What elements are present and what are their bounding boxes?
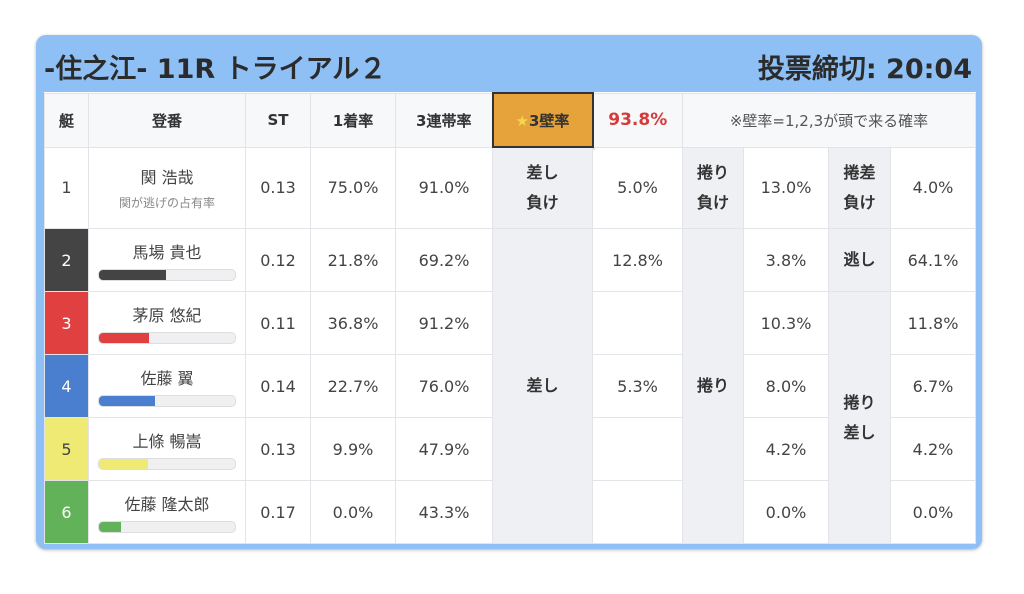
- table-row: 5 上條 暢嵩 0.13 9.9% 47.9% 4.2% 4.2%: [44, 417, 976, 481]
- label-nige: 逃し: [828, 228, 891, 292]
- makurisashi-value: 6.7%: [890, 354, 976, 418]
- label-makurisashi: 捲り 差し: [828, 291, 891, 544]
- top3-rate: 69.2%: [395, 228, 493, 292]
- star-icon: ★: [515, 111, 529, 130]
- makurisashi-value: 11.8%: [890, 291, 976, 355]
- top3-rate: 47.9%: [395, 417, 493, 481]
- racer-cell: 佐藤 翼: [88, 354, 246, 418]
- racer-name: 上條 暢嵩: [132, 432, 202, 451]
- col-boat: 艇: [44, 92, 89, 148]
- st-value: 0.12: [245, 228, 311, 292]
- top3-rate: 43.3%: [395, 480, 493, 544]
- wall-rate-note: ※壁率=1,2,3が頭で来る確率: [682, 92, 976, 148]
- table-row: 3 茅原 悠紀 0.11 36.8% 91.2% 10.3% 捲り 差し 11.8%: [44, 291, 976, 544]
- boat-number: 4: [44, 354, 89, 418]
- boat-number: 5: [44, 417, 89, 481]
- col-racer: 登番: [88, 92, 246, 148]
- win-rate: 75.0%: [310, 146, 396, 229]
- racer-rate-bar: [98, 269, 236, 281]
- racer-cell: 佐藤 隆太郎: [88, 480, 246, 544]
- st-value: 0.14: [245, 354, 311, 418]
- table-row: 2 馬場 貴也 0.12 21.8% 69.2% 差し 12.8% 捲り 3.8% 逃し 64.1%: [44, 228, 976, 544]
- table-row: 6 佐藤 隆太郎 0.17 0.0% 43.3% 0.0% 0.0%: [44, 480, 976, 544]
- label-makuri-make: 捲り 負け: [682, 146, 744, 229]
- top3-rate: 91.2%: [395, 291, 493, 355]
- makuri-value: 3.8%: [743, 228, 829, 292]
- racer-name: 佐藤 翼: [140, 369, 194, 388]
- win-rate: 9.9%: [310, 417, 396, 481]
- top3-rate: 76.0%: [395, 354, 493, 418]
- racer-cell: 上條 暢嵩: [88, 417, 246, 481]
- makuri-value: 8.0%: [743, 354, 829, 418]
- racer-cell: 馬場 貴也: [88, 228, 246, 292]
- st-value: 0.13: [245, 417, 311, 481]
- racer-rate-bar: [98, 332, 236, 344]
- makuri-make-value: 13.0%: [743, 146, 829, 229]
- nige-value: 64.1%: [890, 228, 976, 292]
- sashi-value: 12.8%: [592, 228, 683, 292]
- racer-name: 馬場 貴也: [132, 243, 202, 262]
- wall-rate-label: ★3壁率: [491, 92, 594, 148]
- col-top3-rate: 3連帯率: [395, 92, 493, 148]
- win-rate: 36.8%: [310, 291, 396, 355]
- racer-name: 佐藤 隆太郎: [124, 495, 210, 514]
- makuri-value: 0.0%: [743, 480, 829, 544]
- boat-number: 6: [44, 480, 89, 544]
- makuri-value: 4.2%: [743, 417, 829, 481]
- boat-number: 1: [44, 146, 89, 229]
- st-value: 0.13: [245, 146, 311, 229]
- racer-rate-bar: [98, 458, 236, 470]
- boat-number: 3: [44, 291, 89, 355]
- makuri-value: 10.3%: [743, 291, 829, 355]
- vote-deadline: 投票締切: 20:04: [757, 54, 972, 85]
- win-rate: 0.0%: [310, 480, 396, 544]
- racer-cell: 関 浩哉関が逃げの占有率: [88, 146, 246, 229]
- race-panel: -住之江- 11R トライアル２ 投票締切: 20:04 艇 登番 ST 1着率…: [36, 35, 982, 549]
- makurisashi-make-value: 4.0%: [890, 146, 976, 229]
- racer-name: 茅原 悠紀: [132, 306, 202, 325]
- racer-rate-bar: [98, 395, 236, 407]
- top3-rate: 91.0%: [395, 146, 493, 229]
- racer-note: 関が逃げの占有率: [118, 196, 215, 211]
- sashi-value: [592, 417, 683, 481]
- boat-number: 2: [44, 228, 89, 292]
- win-rate: 22.7%: [310, 354, 396, 418]
- st-value: 0.11: [245, 291, 311, 355]
- label-sashi: 差し: [492, 228, 593, 544]
- sashi-value: [592, 291, 683, 355]
- makurisashi-value: 4.2%: [890, 417, 976, 481]
- racer-cell: 茅原 悠紀: [88, 291, 246, 355]
- sashi-make-value: 5.0%: [592, 146, 683, 229]
- wall-rate-value: 93.8%: [592, 92, 683, 148]
- label-makuri: 捲り: [682, 228, 744, 544]
- race-title: -住之江- 11R トライアル２: [44, 54, 387, 85]
- race-table: 艇 登番 ST 1着率 3連帯率 ★3壁率 93.8% ※壁率=1,2,3が頭で…: [44, 92, 976, 544]
- sashi-value: 5.3%: [592, 354, 683, 418]
- st-value: 0.17: [245, 480, 311, 544]
- makurisashi-value: 0.0%: [890, 480, 976, 544]
- label-sashi-make: 差し 負け: [492, 146, 593, 229]
- table-row: 4 佐藤 翼 0.14 22.7% 76.0% 5.3% 8.0% 6.7%: [44, 354, 976, 418]
- racer-name: 関 浩哉: [140, 168, 194, 188]
- label-makurisashi-make: 捲差 負け: [828, 146, 891, 229]
- sashi-value: [592, 480, 683, 544]
- col-win-rate: 1着率: [310, 92, 396, 148]
- win-rate: 21.8%: [310, 228, 396, 292]
- racer-rate-bar: [98, 521, 236, 533]
- col-st: ST: [245, 92, 311, 148]
